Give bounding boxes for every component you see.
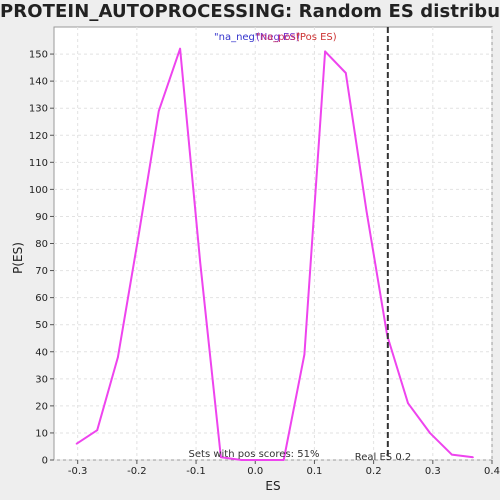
data-point [451,454,453,456]
x-tick-label: 0.4 [484,466,500,477]
x-tick-label: -0.3 [68,466,88,477]
x-tick-label: 0.0 [247,466,263,477]
legend-entry: "na_pos" [256,32,300,43]
legend-entry: (Pos ES) [296,32,337,43]
x-tick-label: 0.1 [306,466,322,477]
y-tick-label: 30 [35,374,48,385]
x-tick-label: 0.2 [366,466,382,477]
y-tick-label: 10 [35,428,48,439]
data-point [117,356,119,358]
data-point [179,48,181,50]
y-tick-label: 40 [35,347,48,358]
data-point [429,432,431,434]
legend-entry: "na_neg" [214,32,260,43]
data-point [472,456,474,458]
pos-scores-annotation: Sets with pos scores: 51% [189,449,320,460]
y-tick-label: 140 [29,77,48,88]
x-tick-label: -0.1 [186,466,206,477]
data-point [366,210,368,212]
y-tick-label: 0 [42,456,48,467]
y-tick-label: 100 [29,185,48,196]
y-tick-label: 110 [29,158,48,169]
y-tick-label: 80 [35,239,48,250]
y-tick-label: 60 [35,293,48,304]
data-point [76,443,78,445]
y-tick-label: 120 [29,131,48,142]
data-point [138,235,140,237]
data-point [345,72,347,74]
data-point [158,110,160,112]
y-tick-label: 20 [35,401,48,412]
data-point [304,354,306,356]
y-tick-label: 90 [35,212,48,223]
data-point [199,262,201,264]
y-tick-label: 50 [35,320,48,331]
data-point [324,51,326,53]
x-tick-label: -0.2 [127,466,147,477]
data-point [407,402,409,404]
y-tick-label: 70 [35,266,48,277]
real-es-annotation: Real ES 0.2 [355,452,411,463]
data-point [96,429,98,431]
x-tick-label: 0.3 [425,466,441,477]
y-tick-label: 150 [29,50,48,61]
y-tick-label: 130 [29,104,48,115]
